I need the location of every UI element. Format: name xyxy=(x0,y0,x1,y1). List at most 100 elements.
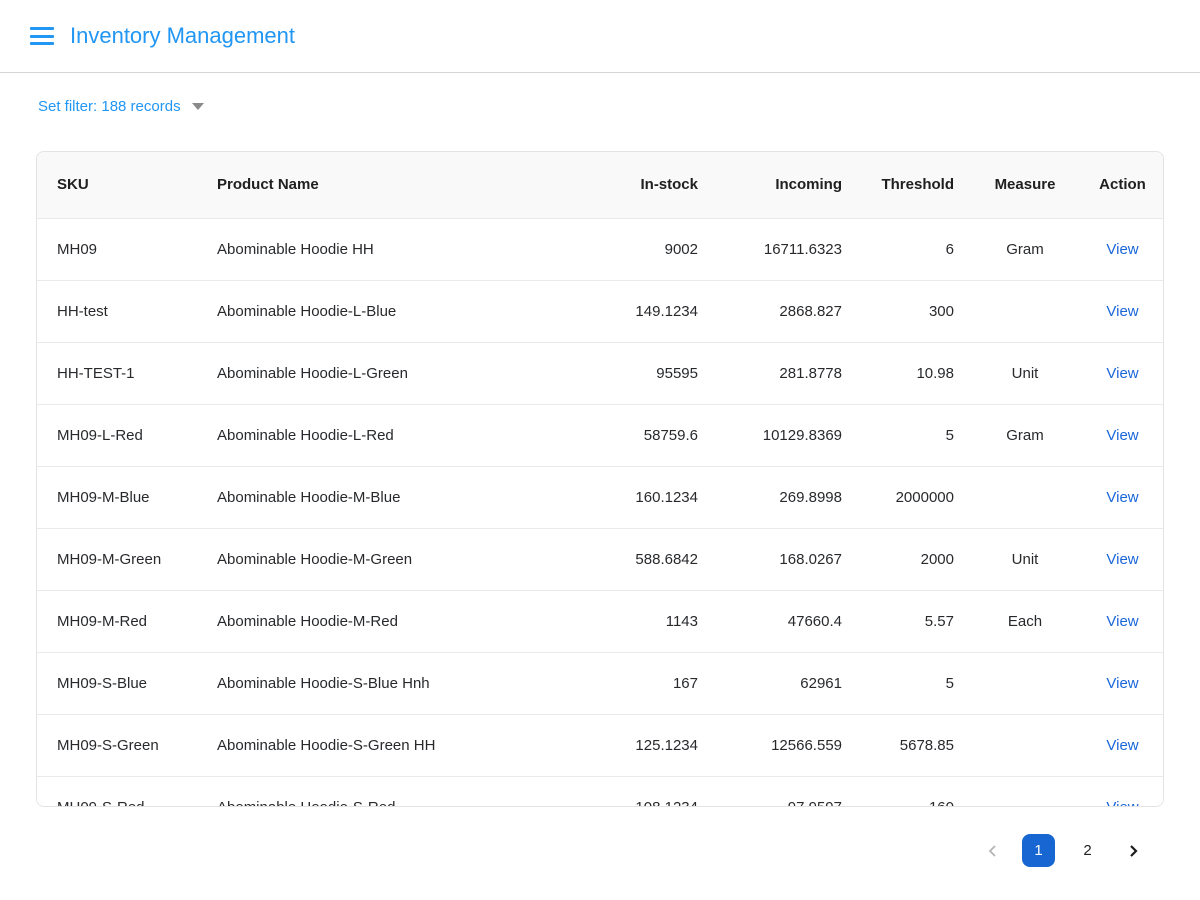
table-row: MH09-L-Red Abominable Hoodie-L-Red 58759… xyxy=(37,404,1164,466)
product-name-cell: Abominable Hoodie-M-Green xyxy=(217,528,557,590)
measure-cell: Gram xyxy=(970,404,1080,466)
hamburger-menu-icon[interactable] xyxy=(30,27,54,45)
product-name-cell: Abominable Hoodie-S-Blue Hnh xyxy=(217,652,557,714)
view-link[interactable]: View xyxy=(1106,799,1138,807)
table-header: SKU Product Name In-stock Incoming Thres… xyxy=(37,152,1164,218)
incoming-cell: 2868.827 xyxy=(714,280,858,342)
measure-cell xyxy=(970,652,1080,714)
measure-cell: Unit xyxy=(970,528,1080,590)
column-header-product: Product Name xyxy=(217,152,557,218)
product-name-cell: Abominable Hoodie-L-Red xyxy=(217,404,557,466)
product-name-cell: Abominable Hoodie-S-Red xyxy=(217,776,557,807)
page-button-1[interactable]: 1 xyxy=(1022,834,1055,867)
view-link[interactable]: View xyxy=(1106,675,1138,692)
page-title: Inventory Management xyxy=(70,23,295,49)
column-header-sku: SKU xyxy=(37,152,217,218)
product-name-cell: Abominable Hoodie HH xyxy=(217,218,557,280)
column-header-measure: Measure xyxy=(970,152,1080,218)
in-stock-cell: 108.1234 xyxy=(557,776,714,807)
view-link[interactable]: View xyxy=(1106,241,1138,258)
measure-cell: Each xyxy=(970,590,1080,652)
in-stock-cell: 58759.6 xyxy=(557,404,714,466)
filter-row: Set filter: 188 records xyxy=(0,73,1200,123)
product-name-cell: Abominable Hoodie-S-Green HH xyxy=(217,714,557,776)
table-row: MH09-S-Blue Abominable Hoodie-S-Blue Hnh… xyxy=(37,652,1164,714)
view-link[interactable]: View xyxy=(1106,303,1138,320)
in-stock-cell: 160.1234 xyxy=(557,466,714,528)
table-row: HH-TEST-1 Abominable Hoodie-L-Green 9559… xyxy=(37,342,1164,404)
in-stock-cell: 9002 xyxy=(557,218,714,280)
view-link[interactable]: View xyxy=(1106,551,1138,568)
in-stock-cell: 149.1234 xyxy=(557,280,714,342)
column-header-action: Action xyxy=(1080,152,1164,218)
incoming-cell: 47660.4 xyxy=(714,590,858,652)
page-button-2[interactable]: 2 xyxy=(1071,834,1104,867)
view-link[interactable]: View xyxy=(1106,427,1138,444)
table-row: HH-test Abominable Hoodie-L-Blue 149.123… xyxy=(37,280,1164,342)
incoming-cell: 62961 xyxy=(714,652,858,714)
sku-cell: HH-TEST-1 xyxy=(37,342,217,404)
action-cell: View xyxy=(1080,776,1164,807)
in-stock-cell: 95595 xyxy=(557,342,714,404)
threshold-cell: 10.98 xyxy=(858,342,970,404)
measure-cell xyxy=(970,280,1080,342)
sku-cell: MH09-S-Red xyxy=(37,776,217,807)
column-header-instock: In-stock xyxy=(557,152,714,218)
view-link[interactable]: View xyxy=(1106,737,1138,754)
table-row: MH09-S-Red Abominable Hoodie-S-Red 108.1… xyxy=(37,776,1164,807)
measure-cell xyxy=(970,466,1080,528)
sku-cell: MH09-S-Blue xyxy=(37,652,217,714)
threshold-cell: 2000000 xyxy=(858,466,970,528)
incoming-cell: 16711.6323 xyxy=(714,218,858,280)
measure-cell: Gram xyxy=(970,218,1080,280)
set-filter-button[interactable]: Set filter: 188 records xyxy=(38,98,204,115)
incoming-cell: 269.8998 xyxy=(714,466,858,528)
in-stock-cell: 125.1234 xyxy=(557,714,714,776)
inventory-table: SKU Product Name In-stock Incoming Thres… xyxy=(37,152,1164,807)
sku-cell: MH09-L-Red xyxy=(37,404,217,466)
product-name-cell: Abominable Hoodie-L-Green xyxy=(217,342,557,404)
table-header-row: SKU Product Name In-stock Incoming Thres… xyxy=(37,152,1164,218)
incoming-cell: 281.8778 xyxy=(714,342,858,404)
action-cell: View xyxy=(1080,714,1164,776)
measure-cell: Unit xyxy=(970,342,1080,404)
action-cell: View xyxy=(1080,652,1164,714)
table-row: MH09-M-Red Abominable Hoodie-M-Red 1143 … xyxy=(37,590,1164,652)
chevron-right-icon xyxy=(1124,842,1142,860)
sku-cell: MH09 xyxy=(37,218,217,280)
measure-cell xyxy=(970,776,1080,807)
sku-cell: MH09-M-Blue xyxy=(37,466,217,528)
in-stock-cell: 588.6842 xyxy=(557,528,714,590)
next-page-button[interactable] xyxy=(1120,838,1146,864)
threshold-cell: 160 xyxy=(858,776,970,807)
action-cell: View xyxy=(1080,590,1164,652)
threshold-cell: 5 xyxy=(858,652,970,714)
threshold-cell: 5.57 xyxy=(858,590,970,652)
threshold-cell: 5 xyxy=(858,404,970,466)
product-name-cell: Abominable Hoodie-M-Blue xyxy=(217,466,557,528)
sku-cell: MH09-M-Red xyxy=(37,590,217,652)
product-name-cell: Abominable Hoodie-M-Red xyxy=(217,590,557,652)
action-cell: View xyxy=(1080,404,1164,466)
set-filter-label: Set filter: 188 records xyxy=(38,98,181,115)
threshold-cell: 6 xyxy=(858,218,970,280)
action-cell: View xyxy=(1080,528,1164,590)
inventory-table-card: SKU Product Name In-stock Incoming Thres… xyxy=(36,151,1164,807)
incoming-cell: 10129.8369 xyxy=(714,404,858,466)
view-link[interactable]: View xyxy=(1106,365,1138,382)
action-cell: View xyxy=(1080,218,1164,280)
threshold-cell: 300 xyxy=(858,280,970,342)
chevron-left-icon xyxy=(984,842,1002,860)
pagination: 1 2 xyxy=(0,834,1146,867)
view-link[interactable]: View xyxy=(1106,489,1138,506)
prev-page-button[interactable] xyxy=(980,838,1006,864)
table-row: MH09 Abominable Hoodie HH 9002 16711.632… xyxy=(37,218,1164,280)
table-row: MH09-M-Green Abominable Hoodie-M-Green 5… xyxy=(37,528,1164,590)
in-stock-cell: 167 xyxy=(557,652,714,714)
in-stock-cell: 1143 xyxy=(557,590,714,652)
view-link[interactable]: View xyxy=(1106,613,1138,630)
incoming-cell: 168.0267 xyxy=(714,528,858,590)
action-cell: View xyxy=(1080,466,1164,528)
product-name-cell: Abominable Hoodie-L-Blue xyxy=(217,280,557,342)
incoming-cell: 12566.559 xyxy=(714,714,858,776)
